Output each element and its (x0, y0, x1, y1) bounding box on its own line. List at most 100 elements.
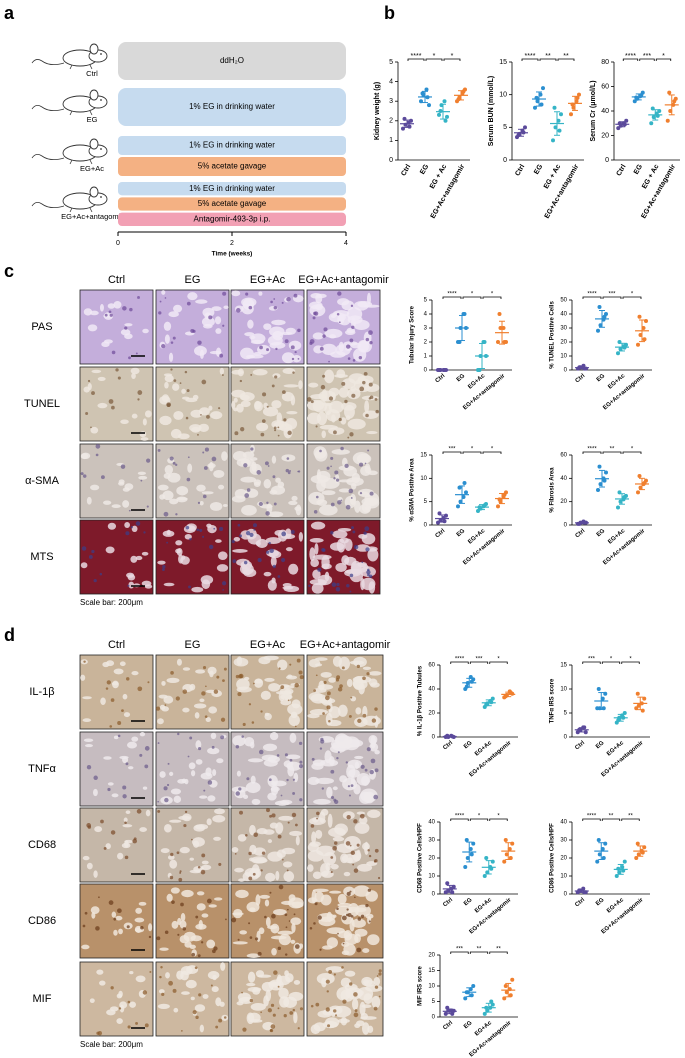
tissue-lumen (283, 871, 295, 882)
tissue-stain (250, 447, 254, 451)
tissue-stain (82, 474, 87, 478)
x-tick-label: EG+Ac+antagomir (430, 163, 467, 220)
significance-bracket (462, 451, 482, 454)
significance-label: * (629, 657, 632, 663)
row-header: TUNEL (24, 398, 60, 410)
tissue-lumen (182, 667, 191, 671)
tissue-lumen (271, 400, 282, 409)
tissue-stain (317, 915, 322, 920)
tissue-lumen (162, 490, 174, 501)
dot (583, 730, 588, 735)
tissue-stain (277, 985, 280, 988)
tissue-lumen (349, 493, 357, 505)
mouse-leg (89, 159, 93, 165)
tissue-stain (288, 920, 291, 922)
tissue-stain (140, 925, 144, 930)
tissue-lumen (358, 682, 365, 695)
tissue-lumen (343, 886, 356, 897)
tissue-stain (315, 425, 318, 428)
tissue-stain (203, 466, 208, 470)
dot (464, 838, 469, 842)
mouse-tail (31, 202, 65, 208)
y-tick-label: 1 (424, 354, 428, 360)
tissue-lumen (337, 930, 351, 939)
tissue-lumen (367, 934, 380, 946)
tissue-stain (88, 555, 93, 559)
tissue-stain (98, 896, 100, 899)
dot (445, 1005, 450, 1010)
tissue-stain (283, 418, 287, 422)
tissue-lumen (145, 809, 151, 817)
tissue-lumen (267, 335, 283, 346)
tissue-lumen (188, 526, 195, 530)
tissue-lumen (103, 500, 112, 505)
dot (508, 993, 513, 998)
dot (502, 996, 507, 1001)
tissue-stain (179, 870, 182, 873)
tissue-stain (308, 584, 311, 588)
tissue-lumen (316, 293, 327, 299)
dot (552, 105, 557, 110)
tissue-stain (338, 321, 341, 324)
tissue-lumen (366, 430, 378, 435)
tissue-lumen (111, 911, 117, 918)
tissue-lumen (180, 556, 190, 565)
tissue-lumen (237, 834, 247, 842)
tissue-stain (244, 493, 250, 498)
tissue-stain (328, 719, 331, 723)
y-tick-label: 10 (560, 874, 567, 880)
tissue-stain (366, 747, 371, 752)
tissue-stain (135, 352, 138, 355)
tissue-stain (278, 667, 281, 670)
tissue-stain (369, 769, 374, 775)
column-header: Ctrl (108, 639, 125, 651)
dot (437, 511, 442, 516)
tissue-stain (199, 528, 203, 532)
tissue-lumen (241, 504, 257, 516)
dot (437, 112, 441, 117)
tissue-lumen (329, 890, 342, 894)
y-axis-label: Serum Cr (μmol/L) (590, 80, 597, 141)
tissue-lumen (316, 470, 331, 483)
y-axis-label: % Fibrosis Area (550, 467, 556, 513)
tissue-lumen (280, 331, 293, 336)
row-header: MTS (30, 551, 53, 563)
tissue-stain (364, 462, 367, 465)
tissue-stain (129, 307, 133, 312)
significance-label: * (478, 814, 481, 820)
tissue-lumen (194, 1004, 206, 1012)
tissue-stain (292, 792, 296, 795)
dot (637, 474, 642, 478)
tissue-stain (346, 913, 349, 917)
tissue-lumen (265, 989, 272, 1002)
tissue-stain (346, 891, 351, 896)
tissue-lumen (315, 777, 335, 785)
y-axis-label: % IL-1β Positive Tubules (418, 665, 424, 736)
tissue-lumen (310, 693, 327, 704)
tissue-stain (253, 528, 256, 531)
row-header: α-SMA (25, 475, 60, 487)
tissue-lumen (288, 340, 302, 351)
tissue-lumen (295, 835, 300, 846)
tissue-lumen (347, 759, 363, 769)
tissue-lumen (285, 754, 301, 760)
dot (577, 888, 582, 893)
tissue-lumen (264, 713, 272, 721)
tissue-stain (111, 405, 115, 410)
tissue-lumen (262, 743, 278, 752)
significance-bracket (639, 58, 655, 61)
tissue-lumen (181, 889, 194, 898)
mouse-eye (100, 53, 102, 55)
significance-label: **** (455, 814, 465, 820)
tissue-lumen (105, 546, 115, 554)
dot (577, 92, 581, 97)
tissue-lumen (183, 931, 196, 942)
dot (597, 706, 602, 711)
tissue-lumen (161, 290, 166, 295)
dot (621, 715, 626, 720)
tissue-stain (349, 982, 353, 986)
tissue-lumen (290, 939, 296, 944)
tissue-lumen (82, 855, 90, 861)
dot (502, 859, 507, 864)
dot (559, 112, 563, 117)
